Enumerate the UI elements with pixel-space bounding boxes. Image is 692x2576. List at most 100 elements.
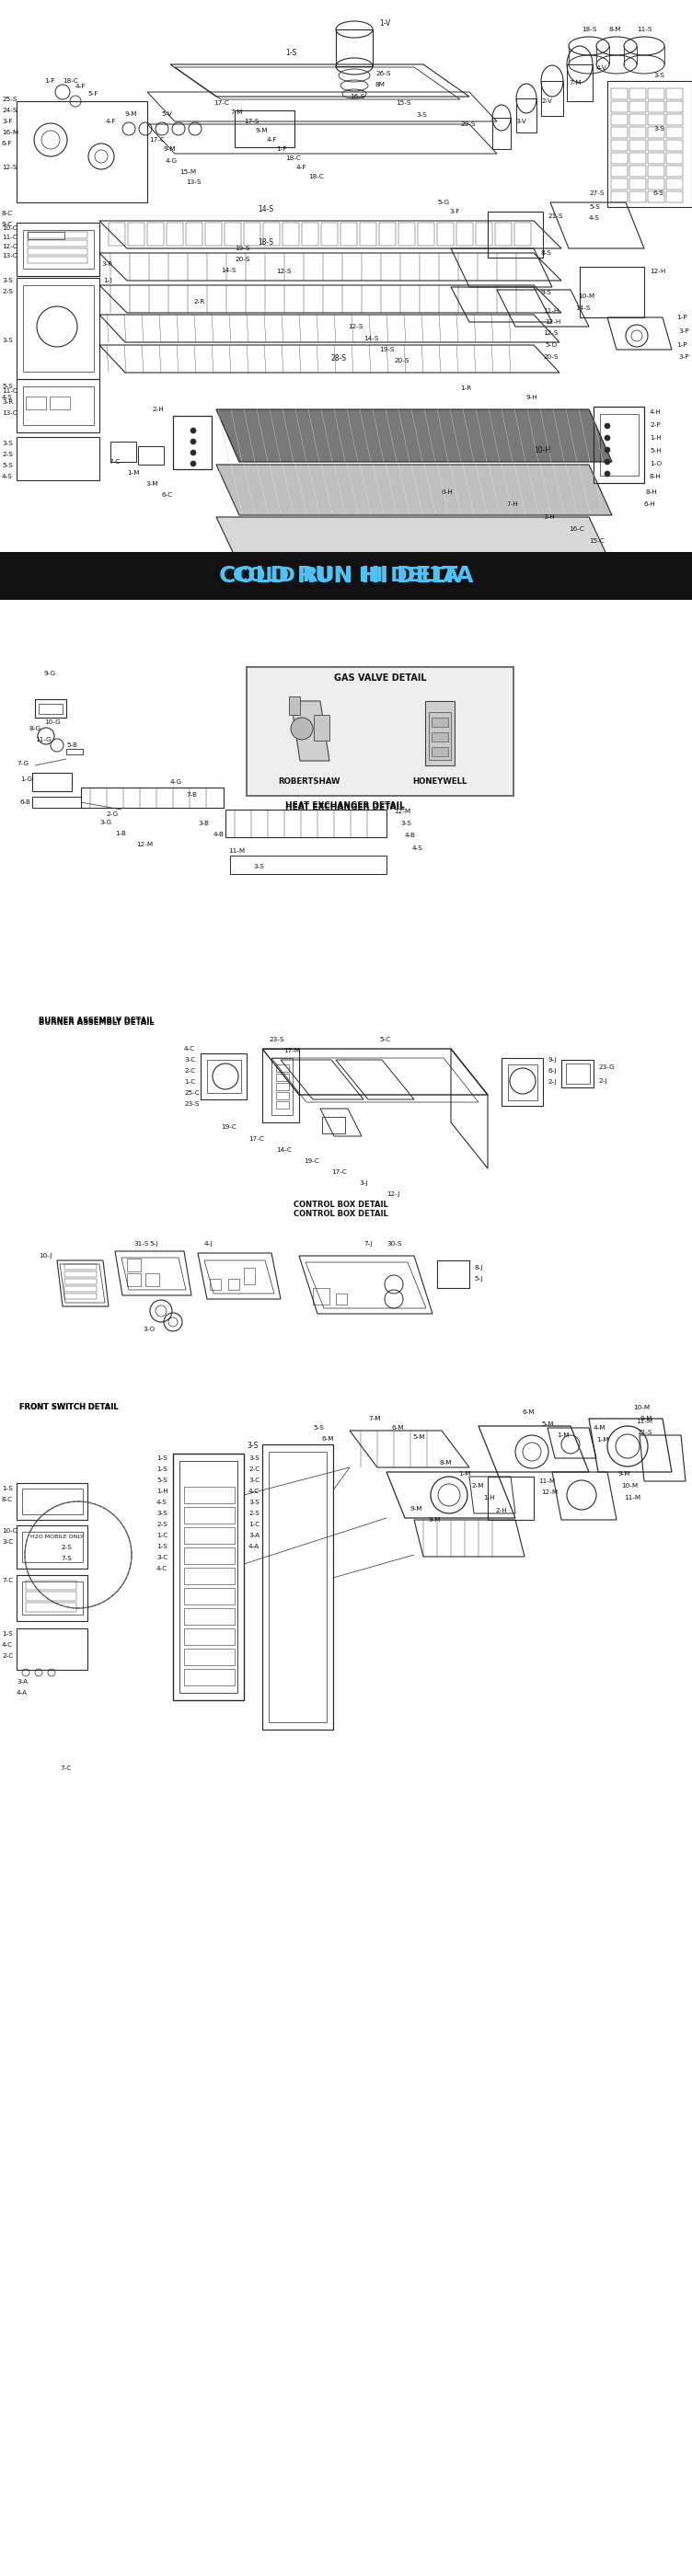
Text: 6-C: 6-C [161, 492, 172, 497]
Text: 5-J: 5-J [149, 1242, 158, 1247]
Bar [611, 178, 628, 191]
Text: 15-C: 15-C [589, 538, 605, 544]
Text: 9-M: 9-M [428, 1517, 440, 1522]
Text: 3-A: 3-A [17, 1680, 28, 1685]
Bar [28, 240, 87, 247]
Text: 6-M: 6-M [522, 1409, 535, 1414]
Text: 4-S: 4-S [589, 216, 600, 222]
Text: 11-M: 11-M [228, 848, 245, 853]
Text: 7-B: 7-B [186, 793, 197, 799]
Bar [457, 222, 473, 245]
Bar [302, 222, 318, 245]
Text: 2-S: 2-S [2, 289, 12, 294]
Text: 6-S: 6-S [653, 191, 664, 196]
Text: 3-F: 3-F [449, 209, 459, 214]
Text: 23-G: 23-G [598, 1064, 614, 1069]
Text: 12-S: 12-S [348, 325, 363, 330]
Text: 9-M: 9-M [256, 129, 268, 134]
Bar [26, 1602, 76, 1613]
Circle shape [190, 461, 196, 466]
Text: 11-C: 11-C [2, 234, 17, 240]
Bar [276, 1103, 289, 1108]
Text: 12-S: 12-S [2, 165, 17, 170]
Text: 4-G: 4-G [170, 778, 182, 786]
Text: 4-F: 4-F [106, 118, 116, 124]
Text: 3-S: 3-S [246, 1443, 258, 1450]
Bar [127, 1260, 140, 1273]
Text: 6-H: 6-H [441, 489, 453, 495]
Text: 10-C: 10-C [2, 1528, 17, 1533]
Text: 4-B: 4-B [214, 832, 224, 837]
Bar [611, 165, 628, 178]
Text: 7-M: 7-M [368, 1417, 381, 1422]
Text: 3-S: 3-S [416, 113, 427, 118]
Text: 5-J: 5-J [474, 1275, 483, 1283]
Text: 9-J: 9-J [547, 1056, 556, 1061]
Text: 5-C: 5-C [379, 1036, 390, 1043]
Circle shape [291, 719, 313, 739]
Text: 4-V: 4-V [597, 64, 607, 70]
Text: 9-M: 9-M [125, 111, 136, 116]
Text: 1-J: 1-J [103, 278, 112, 283]
Text: 3-S: 3-S [400, 822, 411, 827]
Bar [611, 126, 628, 139]
Text: 5-S: 5-S [2, 384, 12, 389]
Bar [648, 100, 664, 113]
Bar [64, 1278, 97, 1285]
Text: 4-C: 4-C [248, 1489, 260, 1494]
Text: 1-S: 1-S [156, 1543, 167, 1548]
Circle shape [190, 428, 196, 433]
Text: 2-S: 2-S [61, 1546, 72, 1551]
Text: 9-M: 9-M [639, 1417, 652, 1422]
Bar [276, 1092, 289, 1100]
Text: 4-S: 4-S [2, 394, 12, 399]
Text: 20-S: 20-S [394, 358, 409, 363]
Text: 1-F: 1-F [44, 77, 55, 82]
Text: 1-C: 1-C [184, 1079, 195, 1084]
Text: 2-G: 2-G [106, 811, 118, 817]
Text: 12-S: 12-S [543, 330, 558, 335]
Text: 3-S: 3-S [156, 1510, 167, 1517]
Text: 13-C: 13-C [2, 252, 17, 258]
Text: 3-V: 3-V [516, 118, 526, 124]
Text: 2-S: 2-S [248, 1510, 260, 1517]
Bar [0, 551, 692, 600]
Bar [184, 1607, 235, 1625]
Text: 3-H: 3-H [543, 515, 555, 520]
Text: COLD RUN HI DELTA: COLD RUN HI DELTA [219, 564, 473, 587]
Text: 5-V: 5-V [161, 111, 172, 116]
Text: 2-S: 2-S [156, 1522, 167, 1528]
Bar [541, 80, 563, 116]
Bar [630, 88, 646, 100]
Text: 11-M: 11-M [624, 1494, 641, 1499]
Bar [184, 1548, 235, 1564]
Bar [418, 222, 435, 245]
Text: 5-O: 5-O [545, 343, 557, 348]
Text: 12-M: 12-M [394, 809, 410, 814]
Text: 1-P: 1-P [676, 343, 687, 348]
Text: 5-G: 5-G [437, 201, 449, 206]
Text: 9-M: 9-M [410, 1507, 422, 1512]
Bar [567, 64, 592, 100]
Bar [648, 178, 664, 191]
Bar [516, 98, 536, 131]
Text: 16-S: 16-S [349, 93, 365, 100]
Text: 3-P: 3-P [678, 327, 689, 335]
Bar [276, 1074, 289, 1082]
Polygon shape [313, 714, 329, 742]
Text: 28-S: 28-S [331, 355, 347, 363]
Text: BURNER ASSEMBLY DETAIL: BURNER ASSEMBLY DETAIL [39, 1020, 154, 1028]
Text: 12-S: 12-S [276, 268, 291, 273]
Text: 5-S: 5-S [589, 204, 600, 209]
Bar [184, 1587, 235, 1605]
Bar [66, 750, 83, 755]
Text: 9-M: 9-M [619, 1471, 631, 1476]
Bar [666, 191, 683, 204]
Bar [147, 222, 164, 245]
Text: 1-P: 1-P [676, 314, 687, 319]
Text: 1-C: 1-C [248, 1522, 260, 1528]
Bar [282, 222, 299, 245]
Text: 23-S: 23-S [268, 1036, 284, 1043]
Text: 4-M: 4-M [594, 1425, 606, 1430]
Text: 1-M: 1-M [127, 469, 139, 477]
